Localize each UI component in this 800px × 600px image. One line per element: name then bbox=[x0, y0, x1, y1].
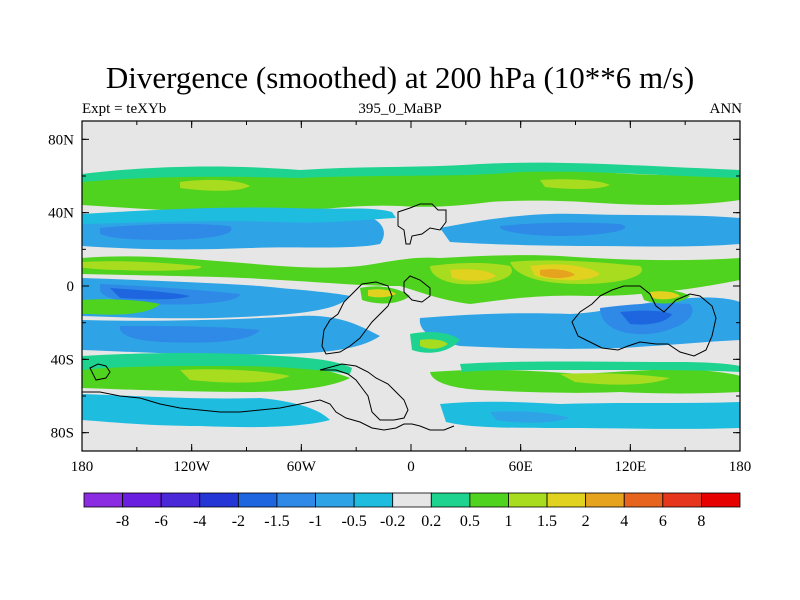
contour-negative-sh-polar bbox=[490, 411, 570, 423]
contour-negative-nh-band bbox=[82, 213, 740, 250]
colorbar-swatch bbox=[392, 492, 432, 508]
y-tick-label: 40N bbox=[48, 206, 74, 222]
colorbar-label: -4 bbox=[193, 513, 206, 530]
colorbar-swatch bbox=[508, 492, 548, 508]
y-tick-label: 80N bbox=[48, 132, 74, 148]
contour-strong-positive-east bbox=[650, 291, 680, 300]
contour-strong-negative-sh bbox=[620, 310, 672, 325]
colorbar-label: -0.5 bbox=[341, 513, 366, 530]
colorbar: -8 -6 -4 -2 -1.5 -1 -0.5 -0.2 0.2 0.5 1 1.5 2 4 6 8 bbox=[83, 492, 741, 530]
x-tick-label: 180 bbox=[729, 459, 752, 475]
colorbar-swatch bbox=[160, 492, 201, 508]
coastline-west-region bbox=[89, 363, 111, 381]
colorbar-label: 0.2 bbox=[421, 513, 441, 530]
colorbar-swatch bbox=[662, 492, 702, 508]
contour-positive-africa bbox=[420, 339, 448, 349]
colorbar-label: -1.5 bbox=[264, 513, 289, 530]
contour-field bbox=[82, 162, 740, 429]
colorbar-label: -0.2 bbox=[380, 513, 405, 530]
coastline-south-america bbox=[403, 275, 431, 303]
contour-mid-negative-nh bbox=[100, 222, 626, 240]
y-axis-ticks: 80N 40N 0 40S 80S bbox=[48, 132, 740, 442]
contour-strong-positive-nh bbox=[180, 179, 610, 191]
colorbar-swatch bbox=[83, 492, 123, 508]
coastline-eurasia bbox=[397, 203, 447, 245]
coastline-antarctica bbox=[82, 391, 455, 431]
colorbar-swatch bbox=[122, 492, 162, 508]
colorbar-swatch bbox=[315, 492, 355, 508]
x-tick-label: 60E bbox=[509, 459, 533, 475]
colorbar-label: 0.5 bbox=[460, 513, 480, 530]
colorbar-label: -1 bbox=[309, 513, 322, 530]
map-title: Divergence (smoothed) at 200 hPa (10**6 … bbox=[105, 60, 695, 95]
colorbar-label: -8 bbox=[116, 513, 129, 530]
colorbar-swatch bbox=[585, 492, 625, 508]
colorbar-label: 6 bbox=[659, 513, 667, 530]
colorbar-label: 8 bbox=[697, 513, 705, 530]
colorbar-swatch bbox=[701, 492, 741, 508]
colorbar-label: -6 bbox=[155, 513, 168, 530]
y-tick-label: 40S bbox=[51, 352, 74, 368]
y-tick-label: 80S bbox=[51, 426, 74, 442]
colorbar-swatch bbox=[237, 492, 278, 508]
contour-positive-sh-midlat bbox=[82, 360, 740, 394]
x-tick-label: 120W bbox=[173, 459, 211, 475]
colorbar-label: -2 bbox=[232, 513, 245, 530]
coastline-africa bbox=[321, 281, 393, 355]
coastline-australia-asia bbox=[571, 285, 717, 357]
colorbar-label: 1.5 bbox=[537, 513, 557, 530]
x-tick-label: 0 bbox=[407, 459, 415, 475]
contour-positive-nh-band bbox=[82, 167, 740, 213]
contour-negative-sh-highlat bbox=[82, 394, 740, 429]
colorbar-label: 2 bbox=[582, 513, 590, 530]
colorbar-swatch bbox=[623, 492, 664, 508]
contour-max-positive bbox=[540, 269, 575, 278]
contour-mid-negative-sh bbox=[119, 303, 693, 343]
contour-negative-sh-band bbox=[82, 297, 740, 355]
contour-strong-positive-sh bbox=[368, 289, 396, 298]
colorbar-swatch bbox=[430, 492, 471, 508]
contour-strong-positive-tropical bbox=[82, 260, 642, 285]
contour-strong-negative-equatorial bbox=[110, 288, 190, 300]
contour-weak-positive-sh-midlat bbox=[82, 353, 740, 374]
experiment-label: Expt = teXYb bbox=[82, 101, 167, 117]
colorbar-swatch bbox=[353, 492, 394, 508]
colorbar-swatch bbox=[199, 492, 239, 508]
contour-weak-negative-nh bbox=[82, 207, 396, 224]
colorbar-swatch bbox=[276, 492, 316, 508]
contour-strong-positive-sh-midlat bbox=[180, 369, 670, 385]
colorbar-label: 4 bbox=[620, 513, 628, 530]
colorbar-swatch bbox=[546, 492, 587, 508]
x-tick-label: 180 bbox=[71, 459, 94, 475]
contour-weak-positive-nh bbox=[82, 162, 740, 182]
coastline-southern-landmass bbox=[319, 363, 409, 421]
x-tick-label: 120E bbox=[614, 459, 646, 475]
time-period-label: 395_0_MaBP bbox=[358, 101, 442, 117]
coastlines bbox=[82, 203, 717, 431]
colorbar-label: 1 bbox=[504, 513, 512, 530]
x-axis-ticks: 180 120W 60W 0 60E 120E 180 bbox=[71, 121, 752, 475]
x-tick-label: 60W bbox=[287, 459, 317, 475]
season-label: ANN bbox=[709, 101, 743, 117]
colorbar-swatch bbox=[469, 492, 509, 508]
y-tick-label: 0 bbox=[67, 279, 75, 295]
